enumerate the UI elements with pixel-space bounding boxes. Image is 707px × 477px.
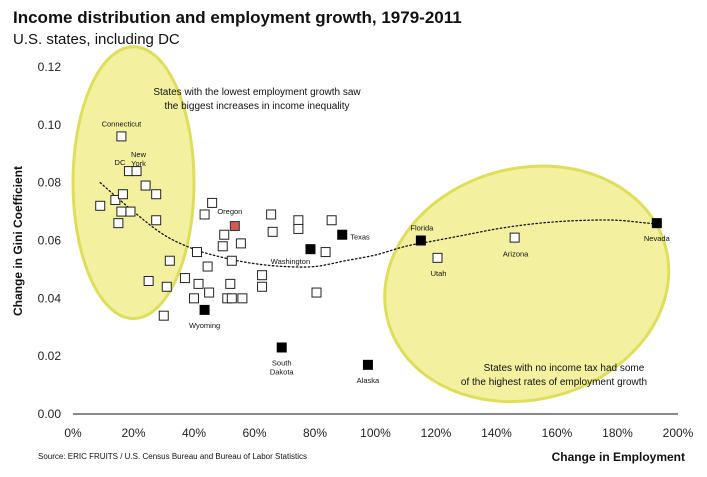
chart-subtitle: U.S. states, including DC [13, 31, 180, 48]
point-label: DC [115, 158, 126, 167]
point-label: York [131, 159, 146, 168]
point [117, 189, 128, 200]
y-tick-label: 0.08 [38, 176, 62, 190]
point [151, 189, 162, 200]
annotation-top-line1: States with the lowest employment growth… [153, 87, 361, 98]
point [293, 223, 304, 234]
point [164, 255, 175, 266]
point [320, 247, 331, 258]
x-tick-label: 40% [182, 426, 206, 440]
highlight-ellipse-low-growth [71, 45, 196, 321]
point-connecticut [116, 131, 127, 142]
point-alaska [362, 359, 373, 370]
x-tick-label: 200% [663, 426, 694, 440]
y-tick-label: 0.12 [38, 60, 62, 74]
point [192, 247, 203, 258]
point [95, 200, 106, 211]
chart-title: Income distribution and employment growt… [13, 8, 462, 27]
x-tick-label: 60% [242, 426, 266, 440]
point [202, 261, 213, 272]
point [235, 238, 246, 249]
x-tick-label: 80% [303, 426, 327, 440]
point-label: Texas [350, 233, 370, 242]
point-label: Nevada [644, 234, 671, 243]
point-label: Connecticut [102, 119, 143, 128]
point-utah [432, 252, 443, 263]
point [311, 287, 322, 298]
y-tick-label: 0.04 [38, 291, 62, 305]
point-label: Washington [271, 257, 310, 266]
point [266, 209, 277, 220]
source-note: Source: ERIC FRUITS / U.S. Census Bureau… [38, 452, 308, 461]
point [189, 293, 199, 304]
highlight-ellipse-no-income-tax [383, 164, 671, 404]
point [207, 197, 218, 208]
point-label: Alaska [357, 376, 380, 385]
x-tick-label: 180% [602, 426, 633, 440]
point [293, 215, 304, 226]
x-tick-label: 100% [360, 426, 391, 440]
point-label: Utah [431, 269, 447, 278]
point-oregon [229, 221, 240, 232]
point-label: New [131, 150, 147, 159]
point [193, 278, 204, 289]
y-tick-label: 0.10 [38, 118, 62, 132]
point-label: Dakota [270, 367, 295, 376]
point [116, 206, 127, 217]
point [204, 287, 215, 298]
point [219, 229, 230, 240]
x-tick-label: 120% [421, 426, 452, 440]
point [326, 215, 337, 226]
point [161, 281, 172, 292]
point-new-york [131, 166, 142, 177]
y-tick-label: 0.06 [38, 234, 62, 248]
point [143, 275, 154, 286]
point-florida [415, 235, 426, 246]
point-label: Florida [410, 224, 434, 233]
point-texas [337, 229, 348, 240]
point-label: Arizona [503, 250, 529, 259]
tick-labels: 0.00 0.02 0.04 0.06 0.08 0.10 0.12 0% 20% 40% 60% 8… [38, 60, 694, 440]
point-label: Oregon [217, 207, 242, 216]
point [125, 206, 136, 217]
point [113, 218, 124, 229]
point [158, 310, 169, 321]
trendline [99, 182, 658, 268]
point-south-dakota [276, 342, 287, 353]
y-tick-label: 0.00 [38, 407, 62, 421]
annotation-bottom-line1: States with no income tax had some [484, 363, 645, 374]
point-label: South [272, 358, 292, 367]
x-axis-label: Change in Employment [551, 450, 685, 464]
x-tick-label: 160% [542, 426, 573, 440]
x-tick-label: 0% [64, 426, 82, 440]
highlight-regions [71, 45, 671, 404]
annotation-bottom-line2: of the highest rates of employment growt… [461, 377, 647, 388]
point [226, 293, 237, 304]
trendline-path [99, 182, 658, 268]
point [199, 209, 210, 220]
point [226, 255, 237, 266]
point-label: Wyoming [189, 321, 220, 330]
point [110, 195, 121, 206]
point [267, 226, 278, 237]
point [217, 241, 228, 252]
y-tick-label: 0.02 [38, 349, 62, 363]
point [151, 215, 162, 226]
point [237, 293, 248, 304]
point-nevada [651, 218, 662, 229]
point [179, 273, 190, 284]
point [140, 180, 151, 191]
point-washington [305, 244, 316, 255]
x-tick-label: 140% [481, 426, 512, 440]
point-arizona [509, 232, 520, 243]
annotation-top-line2: the biggest increases in income inequali… [164, 101, 349, 112]
x-tick-label: 20% [121, 426, 145, 440]
point [257, 281, 268, 292]
y-axis-label: Change in Gini Coefficient [11, 166, 25, 316]
point [257, 270, 268, 281]
point [225, 278, 236, 289]
point-wyoming [199, 304, 210, 315]
